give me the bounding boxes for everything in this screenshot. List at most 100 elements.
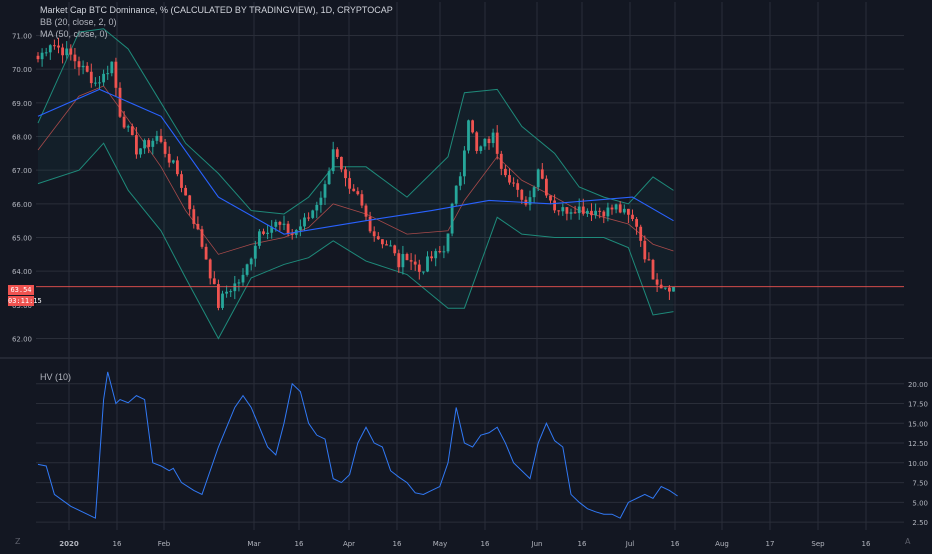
candle-body bbox=[53, 45, 56, 47]
candle-body bbox=[422, 271, 425, 273]
candle-body bbox=[221, 293, 224, 308]
candle-body bbox=[479, 146, 483, 151]
candle-body bbox=[516, 183, 520, 190]
candle-body bbox=[258, 231, 261, 246]
candle-body bbox=[352, 188, 356, 192]
candle-body bbox=[319, 197, 323, 205]
time-axis-tick: Apr bbox=[343, 540, 355, 548]
hv-axis-tick: 17.50 bbox=[908, 401, 928, 409]
candle-body bbox=[262, 231, 265, 234]
candle-body bbox=[114, 61, 118, 88]
candle-body bbox=[381, 239, 384, 245]
time-axis-tick: 16 bbox=[481, 540, 490, 548]
ma-legend[interactable]: MA (50, close, 0) bbox=[40, 29, 108, 39]
candle-body bbox=[57, 45, 60, 48]
candle-body bbox=[40, 52, 44, 60]
candle-body bbox=[508, 175, 511, 183]
time-axis-tick: Feb bbox=[158, 540, 171, 548]
candle-body bbox=[639, 226, 643, 241]
candle-body bbox=[397, 253, 401, 268]
candle-body bbox=[401, 254, 405, 268]
candle-body bbox=[655, 279, 659, 285]
time-axis-tick: 2020 bbox=[59, 540, 79, 548]
candle-body bbox=[573, 212, 577, 214]
candle-body bbox=[176, 160, 179, 175]
candle-body bbox=[212, 278, 216, 285]
chart-title: Market Cap BTC Dominance, % (CALCULATED … bbox=[40, 5, 393, 15]
time-axis-tick: 16 bbox=[671, 540, 680, 548]
candle-body bbox=[299, 226, 302, 230]
candle-body bbox=[245, 264, 249, 275]
candle-body bbox=[315, 204, 319, 211]
candle-body bbox=[413, 261, 417, 265]
candle-body bbox=[622, 208, 626, 213]
candle-body bbox=[389, 245, 392, 247]
zoom-reset-icon[interactable]: Z bbox=[15, 537, 21, 546]
hv-legend[interactable]: HV (10) bbox=[40, 372, 72, 382]
candle-body bbox=[668, 287, 671, 292]
candle-body bbox=[73, 54, 77, 62]
time-axis-tick: Sep bbox=[811, 540, 825, 548]
candle-body bbox=[586, 210, 589, 214]
candle-body bbox=[549, 195, 552, 201]
candle-body bbox=[557, 210, 561, 212]
candle-body bbox=[229, 291, 233, 293]
candle-body bbox=[270, 226, 274, 233]
price-axis-tick: 65.00 bbox=[12, 235, 32, 243]
candle-body bbox=[438, 251, 442, 253]
candle-body bbox=[81, 65, 85, 68]
candle-body bbox=[122, 116, 126, 128]
candle-body bbox=[430, 256, 433, 259]
candle-body bbox=[627, 208, 630, 215]
candle-body bbox=[409, 260, 413, 262]
bar-countdown-label: 03:11:15 bbox=[8, 296, 42, 306]
candle-body bbox=[536, 169, 540, 188]
candle-body bbox=[151, 140, 155, 147]
candle-body bbox=[335, 149, 339, 157]
candle-body bbox=[307, 217, 310, 219]
candle-body bbox=[327, 171, 331, 185]
candle-body bbox=[200, 229, 204, 247]
time-axis-tick: Jul bbox=[625, 540, 635, 548]
hv-axis-tick: 2.50 bbox=[912, 519, 928, 527]
candle-body bbox=[286, 223, 290, 234]
candle-body bbox=[442, 251, 446, 253]
candle-body bbox=[491, 132, 495, 144]
candle-body bbox=[110, 61, 114, 74]
price-axis-tick: 70.00 bbox=[12, 66, 32, 74]
candle-body bbox=[553, 200, 556, 211]
candle-body bbox=[44, 52, 48, 54]
candle-body bbox=[303, 217, 306, 227]
candle-body bbox=[130, 126, 134, 136]
candle-body bbox=[598, 210, 602, 212]
candle-body bbox=[405, 254, 409, 261]
candle-body bbox=[225, 291, 228, 294]
time-axis-tick: Aug bbox=[715, 540, 729, 548]
candle-body bbox=[253, 245, 257, 259]
price-axis-tick: 69.00 bbox=[12, 100, 32, 108]
moving-average-line bbox=[37, 88, 674, 235]
candle-body bbox=[561, 207, 565, 212]
candle-body bbox=[348, 178, 351, 189]
hv-axis-tick: 12.50 bbox=[908, 440, 928, 448]
candle-body bbox=[643, 240, 647, 260]
candle-body bbox=[282, 223, 286, 225]
candle-body bbox=[311, 210, 315, 218]
candle-body bbox=[651, 259, 655, 280]
candle-body bbox=[163, 141, 167, 154]
candle-body bbox=[618, 204, 622, 213]
candle-body bbox=[581, 206, 585, 214]
auto-scale-icon[interactable]: A bbox=[905, 537, 911, 546]
bollinger-band-fill bbox=[38, 28, 674, 339]
candle-body bbox=[143, 140, 146, 149]
hv-axis-tick: 15.00 bbox=[908, 420, 928, 428]
candle-body bbox=[417, 264, 421, 272]
candle-body bbox=[184, 187, 187, 196]
candle-body bbox=[463, 150, 466, 177]
hv-axis-tick: 10.00 bbox=[908, 460, 928, 468]
bb-legend[interactable]: BB (20, close, 2, 0) bbox=[40, 17, 117, 27]
candle-body bbox=[237, 282, 241, 284]
time-axis-tick: 16 bbox=[393, 540, 402, 548]
